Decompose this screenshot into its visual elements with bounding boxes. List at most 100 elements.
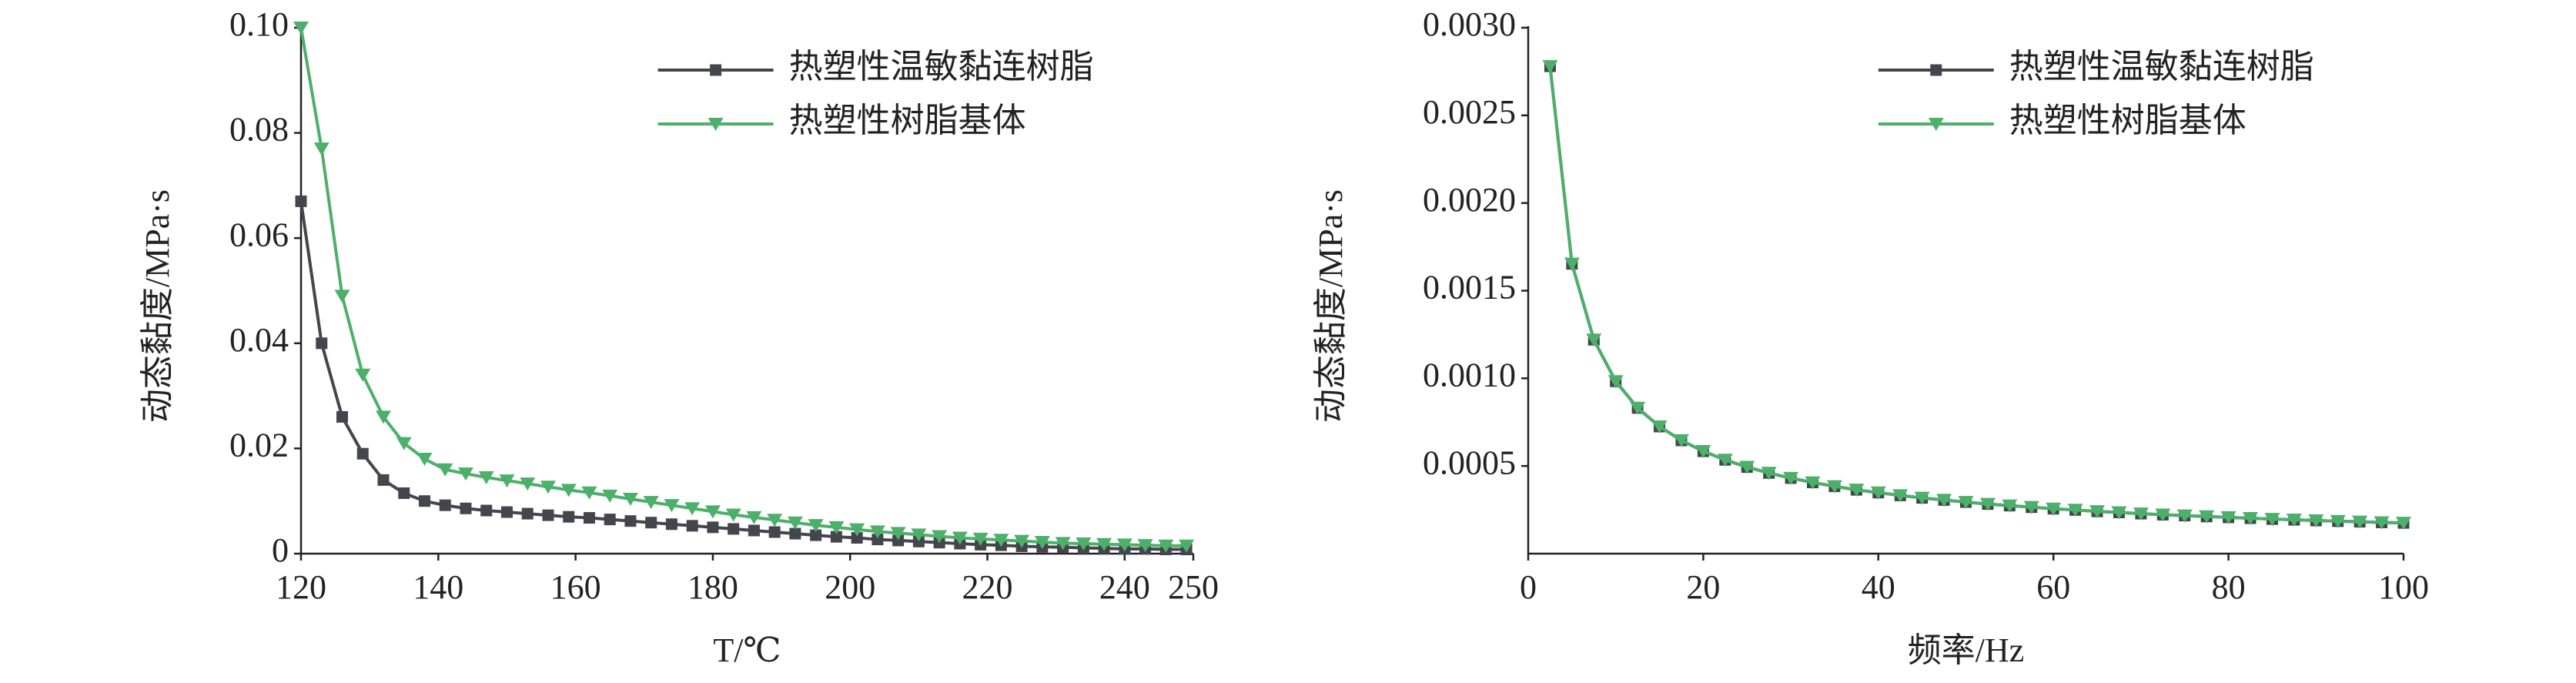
marker: [1928, 118, 1944, 131]
marker: [871, 534, 884, 546]
marker: [1936, 494, 1952, 507]
marker: [293, 22, 309, 35]
marker: [787, 516, 803, 530]
marker: [1826, 480, 1842, 494]
marker: [704, 505, 721, 519]
marker: [437, 463, 453, 477]
marker: [355, 368, 371, 382]
marker: [334, 290, 350, 303]
y-tick-label: 0.0020: [1423, 181, 1516, 219]
y-tick-label: 0.04: [229, 321, 289, 359]
marker: [396, 437, 412, 450]
marker: [520, 477, 536, 491]
marker: [1116, 538, 1132, 552]
marker: [2396, 517, 2411, 531]
marker: [563, 511, 575, 523]
marker: [828, 521, 845, 534]
marker: [746, 511, 762, 524]
marker: [808, 519, 824, 533]
x-tick-label: 140: [413, 568, 463, 606]
marker: [2199, 510, 2215, 524]
marker: [851, 532, 863, 544]
x-tick-label: 250: [1168, 568, 1219, 606]
marker: [1076, 537, 1092, 551]
x-tick-label: 220: [962, 568, 1013, 606]
y-tick-label: 0.06: [229, 216, 289, 253]
marker: [768, 526, 781, 538]
marker: [2002, 499, 2018, 513]
marker: [2111, 506, 2127, 520]
marker: [892, 534, 905, 547]
marker: [1717, 454, 1733, 467]
x-tick-label: 240: [1099, 568, 1150, 606]
marker: [1695, 445, 1711, 459]
marker: [336, 410, 348, 423]
marker: [767, 514, 783, 527]
y-axis-title: 动态黏度/MPa·s: [1312, 189, 1350, 423]
marker: [602, 489, 618, 503]
marker: [665, 518, 677, 531]
marker: [418, 495, 430, 507]
legend-label: 热塑性温敏黏连树脂: [789, 48, 1094, 85]
marker: [1055, 537, 1071, 551]
x-tick-label: 20: [1686, 568, 1720, 606]
y-tick-label: 0.0015: [1423, 269, 1516, 306]
marker: [295, 195, 307, 207]
marker: [789, 527, 801, 540]
marker: [624, 515, 637, 527]
x-axis-title: T/℃: [713, 631, 781, 669]
marker: [952, 531, 968, 545]
y-tick-label: 0.0025: [1423, 93, 1516, 131]
marker: [417, 453, 433, 467]
marker: [581, 486, 597, 500]
y-axis-title: 动态黏度/MPa·s: [139, 189, 176, 423]
marker: [1870, 486, 1886, 500]
x-tick-label: 100: [2378, 568, 2429, 606]
marker: [1630, 401, 1646, 415]
marker: [2220, 511, 2236, 524]
y-tick-label: 0: [272, 531, 289, 569]
x-axis-title: 频率/Hz: [1908, 631, 2025, 669]
x-tick-label: 0: [1520, 568, 1537, 606]
marker: [993, 534, 1009, 547]
marker: [1096, 537, 1112, 551]
marker: [2089, 505, 2106, 519]
marker: [1914, 491, 1930, 505]
marker: [542, 509, 554, 521]
marker: [1783, 471, 1799, 485]
legend-label: 热塑性温敏黏连树脂: [2009, 48, 2314, 85]
marker: [1979, 497, 1996, 511]
marker: [645, 517, 657, 529]
marker: [2352, 515, 2368, 529]
y-tick-label: 0.02: [229, 426, 289, 464]
marker: [375, 410, 391, 424]
marker: [583, 512, 595, 524]
marker: [1542, 60, 1558, 74]
marker: [1958, 496, 1974, 510]
x-tick-label: 40: [1862, 568, 1895, 606]
marker: [2067, 504, 2083, 517]
marker: [1848, 484, 1865, 497]
legend-label: 热塑性树脂基体: [789, 102, 1026, 139]
marker: [2286, 514, 2302, 527]
marker: [664, 499, 680, 513]
marker: [622, 492, 638, 506]
marker: [890, 527, 906, 541]
marker: [932, 530, 948, 544]
series-line: [299, 27, 1187, 547]
marker: [2176, 509, 2193, 523]
marker: [686, 520, 698, 532]
marker: [2243, 512, 2259, 526]
marker: [439, 499, 451, 511]
marker: [684, 502, 701, 516]
marker: [2308, 514, 2324, 527]
marker: [457, 467, 473, 481]
y-tick-label: 0.0005: [1423, 444, 1516, 481]
marker: [2133, 507, 2149, 521]
marker: [1607, 375, 1624, 389]
x-tick-label: 200: [825, 568, 875, 606]
marker: [1892, 489, 1909, 503]
series-line: [1548, 65, 2404, 525]
x-tick-label: 120: [276, 568, 326, 606]
y-tick-label: 0.0030: [1423, 5, 1516, 43]
